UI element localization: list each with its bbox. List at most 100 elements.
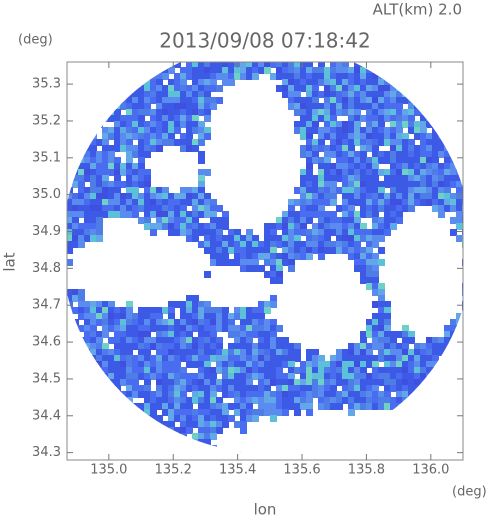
echo-cell (228, 373, 235, 380)
echo-cell (468, 367, 475, 374)
echo-cell (360, 223, 367, 230)
echo-cell (150, 307, 157, 314)
echo-cell (282, 385, 289, 392)
echo-cell (144, 343, 151, 350)
echo-cell (294, 127, 301, 134)
echo-cell (450, 373, 457, 380)
echo-cell (372, 337, 379, 344)
y-tick-label: 34.3 (32, 445, 61, 460)
echo-cell (84, 205, 91, 212)
echo-cell (264, 391, 271, 398)
echo-cell (180, 103, 187, 110)
echo-cell (108, 67, 115, 74)
echo-cell (414, 85, 421, 92)
echo-cell (396, 205, 403, 212)
echo-cell (84, 151, 91, 158)
echo-cell (144, 307, 151, 314)
echo-cell (366, 181, 373, 188)
echo-cell (192, 355, 199, 362)
echo-cell (90, 307, 97, 314)
echo-cell (174, 193, 181, 200)
echo-cell (372, 175, 379, 182)
echo-cell (126, 169, 133, 176)
echo-cell (150, 337, 157, 344)
echo-cell (444, 361, 451, 368)
echo-cell (108, 397, 115, 404)
echo-cell (114, 331, 121, 338)
echo-cell (390, 199, 397, 206)
echo-cell (144, 355, 151, 362)
echo-cell (150, 127, 157, 134)
echo-cell (264, 409, 271, 416)
echo-cell (192, 343, 199, 350)
echo-cell (60, 79, 67, 86)
echo-cell (444, 181, 451, 188)
echo-cell (192, 451, 199, 453)
echo-cell (240, 355, 247, 362)
echo-cell (168, 103, 175, 110)
echo-cell (198, 175, 205, 182)
echo-cell (84, 169, 91, 176)
echo-cell (156, 379, 163, 386)
echo-cell (192, 67, 199, 74)
echo-cell (162, 421, 169, 428)
echo-cell (210, 247, 217, 254)
echo-cell (174, 62, 181, 68)
echo-cell (294, 91, 301, 98)
echo-cell (78, 55, 85, 62)
echo-cell (78, 367, 85, 374)
echo-cell (444, 67, 451, 74)
echo-cell (348, 247, 355, 254)
echo-cell (108, 301, 115, 308)
echo-cell (138, 109, 145, 116)
echo-cell (114, 157, 121, 164)
echo-cell (126, 181, 133, 188)
echo-cell (102, 385, 109, 392)
echo-cell (186, 73, 193, 80)
echo-cell (204, 385, 211, 392)
echo-cell (156, 325, 163, 332)
echo-cell (396, 127, 403, 134)
echo-cell (102, 325, 109, 332)
echo-cell (300, 127, 307, 134)
echo-cell (150, 205, 157, 212)
echo-cell (414, 91, 421, 98)
echo-cell (138, 217, 145, 224)
echo-cell (366, 277, 373, 284)
echo-cell (168, 139, 175, 146)
echo-cell (90, 385, 97, 392)
echo-cell (108, 151, 115, 158)
echo-cell (144, 145, 151, 152)
echo-cell (456, 223, 463, 230)
echo-cell (456, 367, 463, 374)
echo-cell (252, 331, 259, 338)
echo-cell (60, 391, 67, 398)
echo-cell (354, 379, 361, 386)
echo-cell (96, 175, 103, 182)
echo-cell (168, 445, 175, 452)
echo-cell (258, 253, 265, 260)
echo-cell (210, 325, 217, 332)
echo-cell (150, 67, 157, 74)
echo-cell (390, 109, 397, 116)
echo-cell (348, 127, 355, 134)
echo-cell (258, 319, 265, 326)
echo-cell (204, 169, 211, 176)
echo-cell (246, 235, 253, 242)
echo-cell (402, 343, 409, 350)
echo-cell (222, 349, 229, 356)
echo-cell (72, 175, 79, 182)
echo-cell (108, 367, 115, 374)
echo-cell (180, 205, 187, 212)
echo-cell (90, 361, 97, 368)
echo-cell (198, 301, 205, 308)
echo-cell (408, 67, 415, 74)
echo-cell (384, 319, 391, 326)
echo-cell (306, 199, 313, 206)
echo-cell (156, 55, 163, 62)
echo-cell (366, 157, 373, 164)
echo-cell (426, 199, 433, 206)
echo-cell (300, 391, 307, 398)
echo-cell (174, 349, 181, 356)
echo-cell (120, 337, 127, 344)
